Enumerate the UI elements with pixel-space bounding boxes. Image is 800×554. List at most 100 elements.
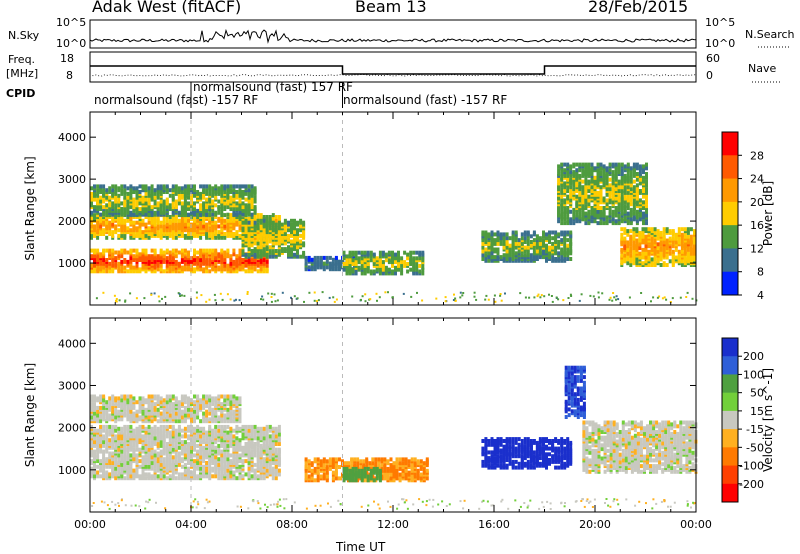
power-speckle: [261, 295, 264, 298]
power-cell-2: [229, 184, 233, 189]
power-cell-1: [159, 232, 163, 236]
power-cell-7: [560, 194, 564, 199]
power-speckle: [143, 297, 146, 300]
power-cell-7: [608, 198, 612, 203]
power-cell-7: [614, 206, 618, 210]
power-cell-7: [590, 206, 594, 210]
power-speckle: [519, 292, 522, 295]
power-cell-2: [214, 203, 218, 208]
power-cell-7: [617, 194, 621, 199]
power-cell-2: [208, 191, 212, 196]
power-cell-8: [644, 238, 648, 243]
power-cell-2: [162, 199, 166, 204]
power-cell-5: [409, 250, 413, 255]
power-cell-6: [566, 230, 570, 235]
power-cell-7: [623, 190, 627, 195]
power-cell-8: [650, 257, 654, 262]
power-cell-7: [599, 162, 603, 167]
power-cell-7: [560, 202, 564, 207]
power-cell-7: [563, 198, 567, 203]
power-cell-2: [120, 188, 124, 193]
power-cell-0: [111, 267, 115, 272]
power-cell-7: [617, 213, 621, 218]
velocity-cell-0: [183, 445, 187, 450]
power-speckle: [578, 299, 581, 302]
power-cell-2: [199, 203, 203, 208]
velocity-cell-0: [226, 424, 230, 429]
power-cell-0: [117, 254, 121, 259]
power-cell-8: [659, 240, 663, 245]
power-cell-0: [117, 267, 121, 272]
power-cell-8: [680, 238, 684, 243]
velocity-cell-0: [211, 474, 215, 479]
power-cell-3: [253, 239, 257, 244]
power-cell-7: [635, 166, 639, 171]
power-cell-1: [99, 224, 103, 229]
power-cell-6: [490, 230, 494, 235]
power-cell-0: [102, 261, 106, 266]
velocity-cell-0: [177, 472, 181, 477]
velocity-cell-0: [205, 468, 209, 473]
power-cell-2: [141, 195, 145, 200]
power-cell-2: [135, 186, 139, 191]
velocity-cell-0: [171, 432, 175, 437]
power-cell-7: [626, 162, 630, 167]
power-cell-6: [493, 247, 497, 252]
velocity-cell-0: [105, 424, 109, 429]
power-cell-7: [605, 181, 609, 186]
velocity-cell-0: [202, 426, 206, 431]
power-cell-2: [111, 205, 115, 210]
power-cell-8: [620, 236, 624, 241]
velocity-cell-0: [168, 453, 172, 458]
power-cell-5: [391, 263, 394, 268]
power-cell-0: [177, 250, 181, 255]
power-cell-8: [656, 232, 660, 237]
power-cell-2: [174, 199, 178, 204]
velocity-cell-0: [220, 424, 224, 429]
power-cell-2: [90, 195, 93, 200]
power-cell-1: [132, 232, 136, 236]
power-cell-7: [635, 215, 639, 220]
power-cell-8: [623, 236, 627, 241]
power-cell-7: [629, 175, 633, 180]
power-cell-1: [187, 235, 190, 240]
power-cell-3: [277, 250, 281, 255]
power-cell-1: [229, 213, 233, 218]
power-cell-5: [360, 265, 364, 270]
power-cell-2: [247, 184, 251, 189]
power-cell-0: [205, 258, 209, 262]
power-cell-7: [569, 177, 573, 182]
power-cell-3: [262, 243, 266, 248]
power-ytick-label: 2000: [58, 215, 86, 228]
power-cell-0: [135, 269, 139, 274]
power-cell-8: [647, 249, 651, 254]
power-cell-2: [93, 184, 96, 189]
velocity-cell-0: [168, 430, 172, 435]
power-cell-1: [259, 213, 263, 218]
velocity-cell-0: [147, 464, 151, 469]
velocity-cell-0: [114, 424, 118, 429]
power-cell-2: [250, 184, 254, 189]
power-cell-2: [247, 193, 251, 198]
power-cell-0: [135, 248, 139, 253]
power-cell-0: [126, 259, 130, 264]
power-cell-3: [296, 235, 299, 240]
power-cell-1: [162, 218, 166, 223]
power-cell-7: [590, 162, 594, 167]
power-cell-1: [144, 215, 148, 219]
velocity-cell-0: [223, 462, 227, 467]
power-cell-2: [132, 201, 136, 206]
velocity-cell-0: [108, 472, 112, 477]
power-cell-7: [599, 196, 603, 201]
power-speckle: [200, 294, 203, 297]
power-cell-3: [274, 222, 278, 227]
velocity-cell-0: [135, 453, 139, 458]
velocity-cell-0: [147, 472, 151, 477]
power-cell-8: [671, 249, 675, 254]
power-cell-3: [256, 233, 260, 238]
power-speckle: [214, 299, 217, 302]
velocity-cell-0: [159, 462, 163, 467]
power-cell-0: [144, 248, 148, 253]
power-speckle: [233, 299, 236, 302]
power-cell-7: [593, 190, 597, 195]
